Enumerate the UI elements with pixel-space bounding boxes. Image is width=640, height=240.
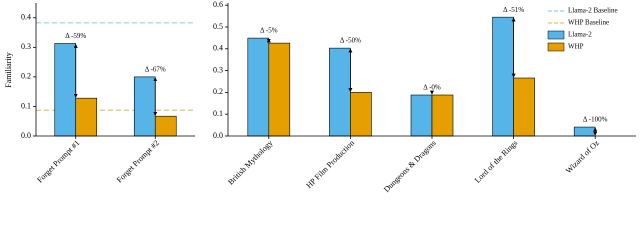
- bar: [133, 76, 156, 137]
- legend-label: WHP Baseline: [568, 19, 609, 27]
- y-tick-label: 0.2: [21, 72, 31, 81]
- legend-label: Llama-2 Baseline: [568, 7, 618, 15]
- legend-label: Llama-2: [568, 31, 592, 39]
- x-tick-label: HP Film Production: [304, 138, 356, 190]
- bar: [492, 16, 514, 137]
- delta-annotation: Δ -59%: [65, 32, 86, 40]
- legend-swatch: [547, 30, 565, 40]
- y-tick-label: 0.4: [213, 44, 223, 53]
- bar: [247, 37, 270, 137]
- y-tick-label: 0.3: [21, 42, 31, 51]
- x-tick-label: Lord of the Rings: [473, 138, 519, 184]
- y-axis-label: Familiarity: [4, 52, 13, 88]
- x-tick-label: British Mythology: [226, 138, 274, 186]
- y-tick-label: 0.4: [21, 13, 31, 22]
- y-tick-label: 0.5: [213, 22, 223, 31]
- bar: [329, 47, 351, 137]
- legend-swatch: [547, 42, 565, 52]
- bar: [154, 115, 177, 137]
- delta-annotation: Δ -50%: [340, 37, 361, 45]
- y-tick-label: 0.0: [21, 131, 31, 140]
- bar: [268, 42, 291, 137]
- delta-annotation: Δ -100%: [583, 116, 608, 124]
- y-tick-label: 0.1: [213, 109, 223, 118]
- x-tick-label: Forget Prompt #2: [115, 138, 161, 184]
- delta-annotation: Δ -0%: [423, 84, 441, 92]
- x-tick-label: Forget Prompt #1: [35, 138, 81, 184]
- chart: Familiarity 0.0 0.1 0.2 0.3 0.4 Δ -59% Forget …: [4, 0, 636, 194]
- bar: [350, 92, 372, 137]
- bar: [573, 126, 596, 137]
- x-tick-label: Wizard of Oz: [564, 138, 601, 175]
- y-tick-label: 0.2: [213, 87, 223, 96]
- y-tick-label: 0.1: [21, 101, 31, 110]
- y-tick-label: 0.6: [213, 0, 223, 9]
- bar: [410, 94, 433, 137]
- legend-label: WHP: [568, 43, 584, 51]
- delta-annotation: Δ -51%: [503, 6, 524, 14]
- y-tick-label: 0.0: [213, 131, 223, 140]
- y-tick-label: 0.3: [213, 65, 223, 74]
- x-tick-label: Dungeons & Dragons: [382, 138, 438, 194]
- bar: [431, 94, 454, 137]
- bar: [75, 97, 98, 137]
- delta-annotation: Δ -67%: [145, 65, 166, 73]
- delta-annotation: Δ -5%: [260, 27, 278, 35]
- bar: [54, 43, 77, 137]
- bar: [513, 77, 535, 137]
